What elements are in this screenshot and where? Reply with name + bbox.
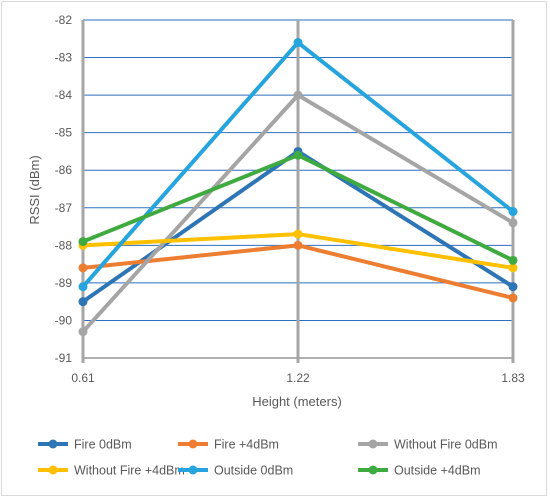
series-1 — [78, 240, 518, 303]
x-axis-title: Height (meters) — [252, 394, 342, 409]
legend-item: Outside 0dBm — [178, 464, 293, 478]
legend-item: Fire 0dBm — [38, 438, 132, 452]
data-point — [293, 240, 303, 250]
y-tick-label: -82 — [55, 13, 73, 27]
legend-swatch-marker — [368, 465, 378, 475]
legend-swatch-marker — [188, 465, 198, 475]
y-tick-label: -87 — [55, 201, 73, 215]
data-point — [293, 90, 303, 100]
data-point — [508, 255, 518, 265]
data-point — [78, 327, 88, 337]
y-tick-label: -83 — [55, 51, 73, 65]
legend-label: Fire +4dBm — [214, 438, 279, 452]
x-tick-label: 1.83 — [501, 371, 525, 385]
x-tick-label: 1.22 — [286, 371, 310, 385]
y-tick-labels: -82 -83 -84 -85 -86 -87 -88 -89 -90 -91 — [55, 13, 73, 365]
legend-swatch-marker — [368, 439, 378, 449]
series-4 — [78, 38, 518, 292]
y-tick-label: -91 — [55, 351, 73, 365]
data-point — [293, 38, 303, 48]
x-tick-labels: 0.61 1.22 1.83 — [71, 371, 525, 385]
series-lines — [78, 38, 518, 337]
series-5 — [78, 150, 518, 265]
y-tick-label: -88 — [55, 238, 73, 252]
legend-label: Fire 0dBm — [74, 438, 132, 452]
data-point — [508, 218, 518, 228]
y-tick-label: -86 — [55, 163, 73, 177]
legend-item: Outside +4dBm — [358, 464, 481, 478]
data-point — [508, 207, 518, 217]
legend: Fire 0dBm Fire +4dBm Without Fire 0dBm With… — [38, 438, 498, 478]
x-tick-label: 0.61 — [71, 371, 95, 385]
legend-item: Without Fire +4dBm — [38, 464, 185, 478]
legend-label: Outside +4dBm — [394, 464, 481, 478]
legend-swatch-marker — [188, 439, 198, 449]
legend-swatch-marker — [48, 439, 58, 449]
legend-item: Fire +4dBm — [178, 438, 279, 452]
data-point — [78, 237, 88, 247]
y-axis-title: RSSI (dBm) — [27, 155, 42, 224]
legend-item: Without Fire 0dBm — [358, 438, 498, 452]
data-point — [508, 263, 518, 273]
legend-label: Outside 0dBm — [214, 464, 293, 478]
gridlines — [81, 19, 515, 363]
legend-swatch-marker — [48, 465, 58, 475]
legend-label: Without Fire 0dBm — [394, 438, 498, 452]
data-point — [508, 282, 518, 292]
data-point — [78, 297, 88, 307]
y-tick-label: -84 — [55, 88, 73, 102]
data-point — [78, 263, 88, 273]
data-point — [293, 229, 303, 239]
data-point — [508, 293, 518, 303]
y-tick-label: -90 — [55, 313, 73, 327]
y-tick-label: -89 — [55, 276, 73, 290]
data-point — [78, 282, 88, 292]
series-2 — [78, 90, 518, 337]
legend-label: Without Fire +4dBm — [74, 464, 185, 478]
y-tick-label: -85 — [55, 126, 73, 140]
data-point — [293, 150, 303, 160]
